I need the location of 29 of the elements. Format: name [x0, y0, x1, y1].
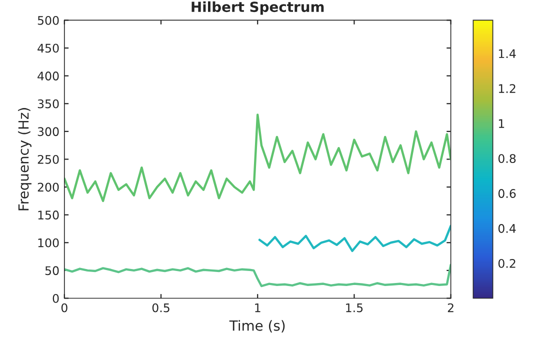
- line-series: [64, 264, 451, 288]
- color-bar-label: 1.4: [498, 49, 516, 58]
- y-tick-label: 50: [45, 266, 59, 276]
- y-tick-label: 500: [38, 16, 59, 25]
- y-tick-label: 0: [52, 294, 59, 303]
- color-bar-label: 1: [498, 119, 504, 128]
- color-bar-label: 0.2: [498, 258, 516, 268]
- y-tick-label: 200: [38, 182, 59, 192]
- x-tick-label: 0: [61, 303, 68, 312]
- y-tick-label: 450: [38, 44, 59, 53]
- color-bar-label: 0.4: [498, 224, 516, 233]
- chart-title: Hilbert Spectrum: [192, 1, 324, 15]
- x-tick-label: 0.5: [152, 303, 170, 312]
- x-tick-label: 1: [255, 303, 260, 312]
- y-tick-label: 150: [38, 210, 59, 220]
- y-tick-label: 400: [38, 72, 59, 80]
- y-tick-label: 350: [38, 99, 59, 108]
- line-series: [258, 224, 451, 252]
- color-bar-label: 0.8: [498, 154, 516, 164]
- color-bar-label: 1.2: [498, 84, 516, 93]
- y-tick-label: 100: [38, 238, 59, 248]
- x-tick-label: 1.5: [346, 303, 363, 312]
- x-tick-label: 2: [448, 303, 454, 312]
- x-axis-title: Time (s): [229, 320, 285, 332]
- y-tick-label: 300: [38, 127, 59, 136]
- y-axis-title: Frequency (Hz): [18, 108, 32, 210]
- line-series: [64, 114, 451, 202]
- color-bar-label: 0.6: [498, 189, 516, 198]
- y-tick-label: 250: [38, 154, 59, 164]
